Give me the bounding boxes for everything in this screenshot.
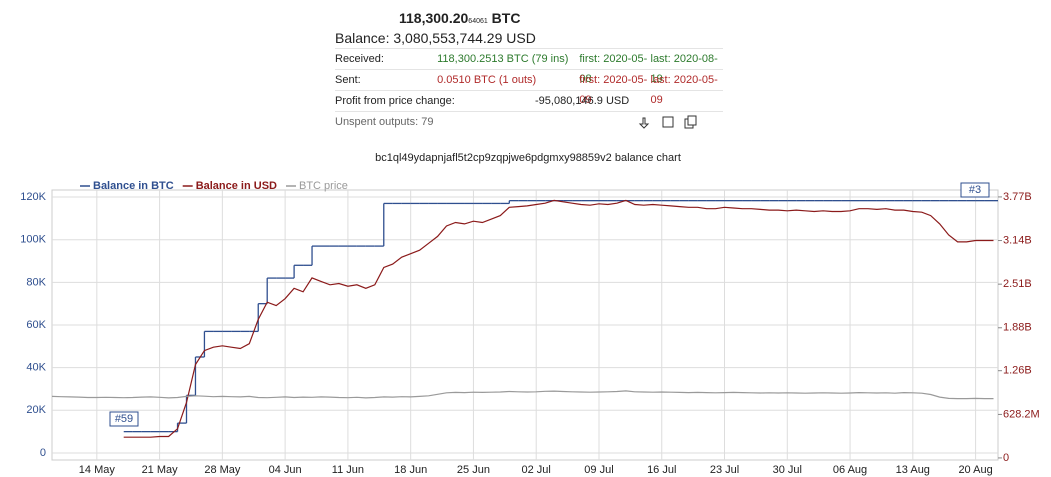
y-tick-label: 80K — [26, 276, 46, 288]
received-row: Received: 118,300.2513 BTC (79 ins) firs… — [335, 48, 723, 85]
chart-title: bc1ql49ydapnjafl5t2cp9zqpjwe6pdgmxy98859… — [375, 152, 681, 164]
y2-tick-label: 1.88B — [1003, 322, 1032, 334]
first: first: 2020-05-09 — [579, 74, 648, 106]
x-tick-label: 14 May — [79, 464, 116, 476]
amount-small: 64061 — [468, 18, 488, 25]
y-tick-label: 120K — [20, 191, 46, 203]
y-tick-label: 60K — [26, 319, 46, 331]
y-tick-label: 20K — [26, 404, 46, 416]
y2-tick-label: 1.26B — [1003, 365, 1032, 377]
label: Sent: — [335, 74, 361, 86]
series-line — [123, 199, 994, 438]
annotation: #59 — [115, 413, 133, 425]
y2-tick-label: 2.51B — [1003, 278, 1032, 290]
series-line — [51, 390, 994, 400]
x-tick-label: 04 Jun — [269, 464, 302, 476]
y2-tick-label: 3.14B — [1003, 234, 1032, 246]
qr-icon[interactable] — [662, 116, 674, 128]
sent-row: Sent: 0.0510 BTC (1 outs) first: 2020-05… — [335, 69, 723, 106]
label: Unspent outputs: 79 — [335, 116, 434, 128]
legend-label: Balance in USD — [196, 180, 277, 192]
last: last: 2020-08-19 — [650, 53, 718, 85]
annotation: #3 — [969, 184, 981, 196]
value: 0.0510 BTC (1 outs) — [437, 74, 537, 86]
legend-label: Balance in BTC — [93, 180, 174, 192]
x-tick-label: 02 Jul — [522, 464, 551, 476]
action-icons — [638, 115, 697, 129]
x-tick-label: 25 Jun — [457, 464, 490, 476]
value: 118,300.2513 BTC (79 ins) — [437, 53, 569, 65]
y-tick-label: 0 — [40, 447, 46, 459]
x-tick-label: 06 Aug — [833, 464, 867, 476]
x-tick-label: 21 May — [142, 464, 179, 476]
y2-tick-label: 3.77B — [1003, 191, 1032, 203]
last: last: 2020-05-09 — [650, 74, 718, 106]
download-icon[interactable] — [638, 117, 650, 129]
y2-tick-label: 628.2M — [1003, 408, 1040, 420]
x-tick-label: 23 Jul — [710, 464, 739, 476]
copy-icon-back — [687, 115, 697, 126]
profit-row: Profit from price change: -95,080,146.9 … — [335, 90, 723, 111]
x-tick-label: 16 Jul — [647, 464, 676, 476]
balance-btc: 118,300.2064061 BTC — [335, 8, 723, 28]
balance-usd: Balance: 3,080,553,744.29 USD — [335, 30, 536, 46]
label: Received: — [335, 53, 384, 65]
x-tick-label: 18 Jun — [394, 464, 427, 476]
y-tick-label: 40K — [26, 362, 46, 374]
x-tick-label: 28 May — [204, 464, 241, 476]
address-summary: 118,300.2064061 BTC Balance: 3,080,553,7… — [335, 8, 723, 132]
first: first: 2020-05-08 — [579, 53, 648, 85]
x-tick-label: 30 Jul — [773, 464, 802, 476]
x-tick-label: 09 Jul — [584, 464, 613, 476]
legend-label: BTC price — [299, 180, 348, 192]
y2-tick-label: 0 — [1003, 452, 1009, 464]
amount: 118,300.20 — [399, 10, 469, 26]
x-tick-label: 13 Aug — [896, 464, 930, 476]
x-tick-label: 20 Aug — [958, 464, 992, 476]
x-tick-label: 11 Jun — [332, 464, 364, 476]
annotation-box — [960, 182, 990, 198]
unspent-row: Unspent outputs: 79 — [335, 111, 723, 132]
value: -95,080,146.9 USD — [535, 95, 630, 107]
unit: BTC — [491, 10, 521, 26]
y-tick-label: 100K — [20, 234, 46, 246]
annotation-box — [109, 411, 139, 427]
label: Profit from price change: — [335, 95, 455, 107]
